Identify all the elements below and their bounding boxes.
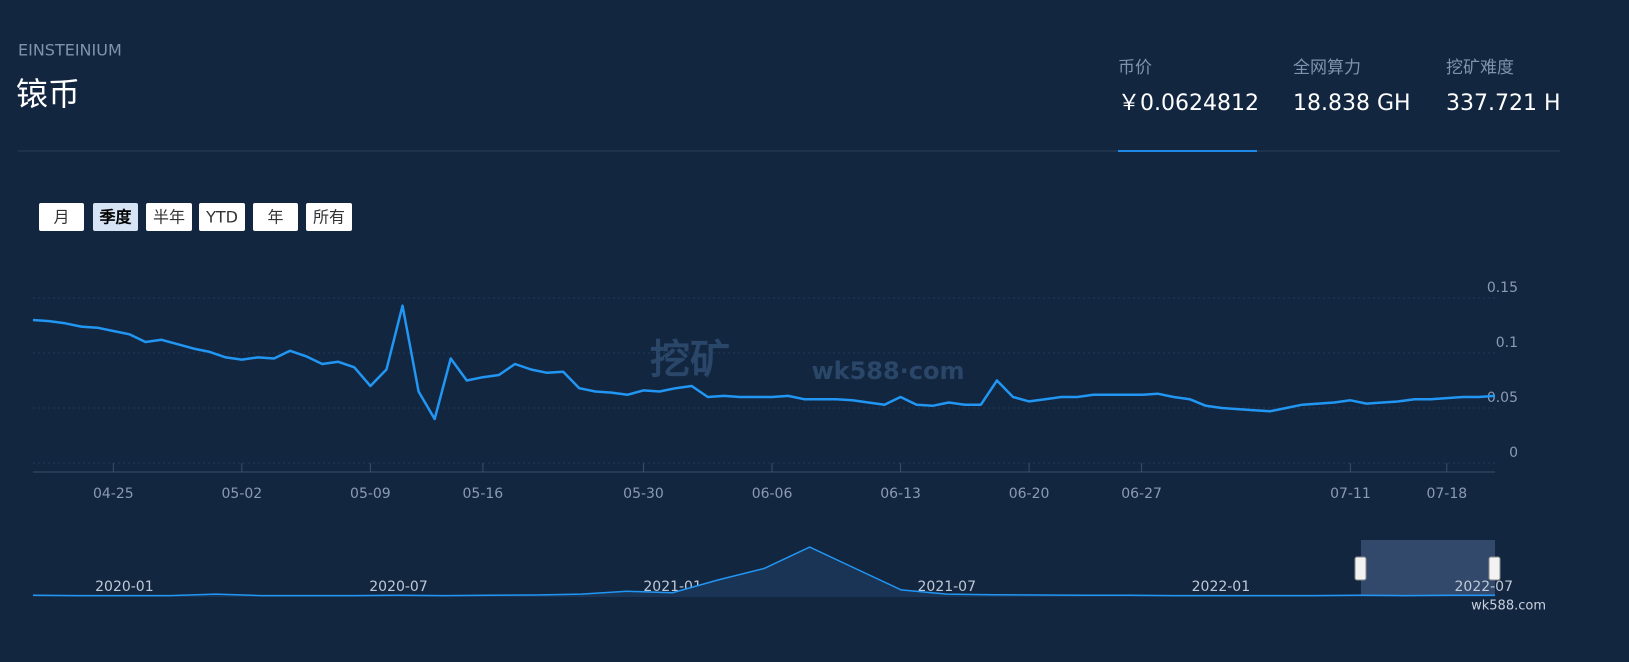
x-tick-label: 05-09	[350, 486, 391, 502]
stat-value: ￥0.0624812	[1118, 91, 1259, 116]
navigator-label: 2020-01	[95, 579, 154, 595]
x-tick-label: 06-20	[1009, 486, 1050, 502]
button[interactable]	[306, 203, 352, 231]
x-tick-label: 06-06	[752, 486, 793, 502]
navigator-selection[interactable]	[1361, 540, 1495, 597]
subtitle: EINSTEINIUM	[18, 41, 122, 60]
y-tick-label: 0.15	[1487, 280, 1518, 296]
x-tick-label: 05-02	[222, 486, 263, 502]
x-tick-label: 05-16	[463, 486, 504, 502]
navigator-line	[32, 546, 1495, 597]
x-tick-label: 04-25	[93, 486, 134, 502]
button[interactable]	[199, 203, 245, 231]
stat-label: 挖矿难度	[1446, 58, 1514, 78]
button-label[interactable]: 年	[267, 208, 283, 227]
price-line	[32, 304, 1496, 421]
x-tick-label: 06-27	[1121, 486, 1162, 502]
navigator: 2020-01 2020-07 2021-01 2021-07 2022-01 2022-…	[32, 546, 1514, 597]
navigator-handle[interactable]	[1488, 556, 1501, 581]
button-label[interactable]: YTD	[205, 208, 238, 227]
stat-value: 18.838 GH	[1293, 91, 1411, 116]
navigator-label: 2022-01	[1192, 579, 1251, 595]
x-tick-label: 07-11	[1330, 486, 1371, 502]
x-tick-label: 07-18	[1426, 486, 1467, 502]
y-tick-label: 0.1	[1496, 335, 1518, 351]
navigator-area	[33, 547, 1495, 597]
range-buttons: 月 季度 半年 YTD 年 所有	[39, 203, 352, 231]
button-active[interactable]	[93, 203, 138, 231]
y-tick-label: 0	[1509, 445, 1518, 461]
button[interactable]	[146, 203, 192, 231]
navigator-label: 2020-07	[369, 579, 428, 595]
button-label[interactable]: 半年	[153, 208, 185, 227]
x-tick-label: 06-13	[880, 486, 921, 502]
watermark-site: wk588·com	[811, 357, 964, 385]
navigator-handle[interactable]	[1354, 556, 1367, 581]
watermark: 挖矿	[650, 337, 730, 383]
navigator-label: 2022-07	[1455, 579, 1514, 595]
credit: wk588.com	[1471, 599, 1546, 614]
stat-label: 全网算力	[1293, 58, 1361, 78]
navigator-label: 2021-07	[918, 579, 977, 595]
button[interactable]	[253, 203, 298, 231]
button-label[interactable]: 月	[53, 208, 69, 227]
y-tick-label: 0.05	[1487, 390, 1518, 406]
button-label[interactable]: 所有	[313, 208, 345, 227]
button[interactable]	[39, 203, 84, 231]
title: 锿币	[16, 75, 80, 113]
stat-value: 337.721 H	[1446, 91, 1561, 116]
button-label[interactable]: 季度	[98, 208, 132, 227]
stat-label: 币价	[1118, 58, 1152, 78]
x-tick-label: 05-30	[623, 486, 664, 502]
